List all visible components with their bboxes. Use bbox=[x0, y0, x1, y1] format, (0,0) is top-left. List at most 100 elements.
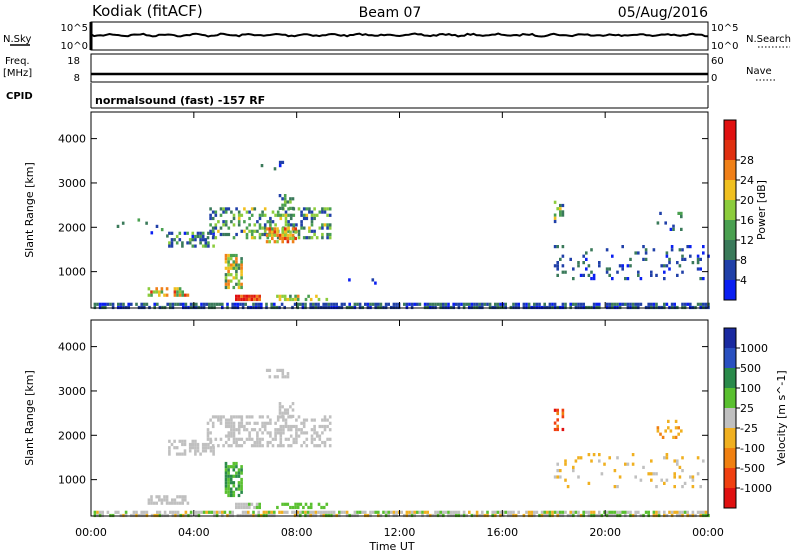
echo-cell bbox=[297, 236, 301, 240]
echo-cell bbox=[501, 302, 505, 306]
echo-cell bbox=[283, 408, 287, 412]
echo-cell bbox=[305, 213, 309, 217]
echo-cell bbox=[178, 238, 182, 242]
echo-cell bbox=[235, 257, 238, 261]
echo-cell bbox=[294, 227, 297, 231]
echo-cell bbox=[315, 294, 318, 298]
echo-cell bbox=[160, 290, 164, 294]
echo-cell bbox=[230, 434, 233, 438]
echo-cell bbox=[592, 510, 596, 514]
echo-cell bbox=[322, 505, 326, 510]
echo-cell bbox=[321, 207, 324, 211]
echo-cell bbox=[271, 227, 274, 231]
echo-cell bbox=[457, 510, 461, 514]
echo-cell bbox=[201, 446, 205, 450]
echo-cell bbox=[704, 302, 708, 306]
echo-cell bbox=[310, 434, 314, 438]
echo-cell bbox=[559, 475, 562, 479]
echo-cell bbox=[696, 472, 700, 476]
echo-cell bbox=[217, 415, 220, 419]
echo-cell bbox=[699, 302, 702, 306]
echo-cell bbox=[289, 505, 292, 510]
echo-cell bbox=[300, 431, 303, 435]
echo-cell bbox=[313, 431, 316, 435]
echo-cell bbox=[175, 446, 179, 450]
echo-cell bbox=[613, 302, 617, 306]
echo-cell bbox=[660, 478, 663, 482]
echo-cell bbox=[235, 415, 238, 419]
echo-cell bbox=[309, 510, 312, 514]
echo-cell bbox=[234, 302, 237, 306]
echo-cell bbox=[296, 502, 300, 506]
echo-cell bbox=[598, 302, 601, 306]
echo-cell bbox=[240, 415, 244, 419]
echo-cell bbox=[281, 236, 284, 241]
echo-cell bbox=[158, 510, 162, 514]
echo-cell bbox=[295, 424, 298, 429]
echo-cell bbox=[256, 444, 259, 448]
echo-cell bbox=[219, 232, 223, 237]
echo-cell bbox=[676, 510, 679, 514]
echo-cell bbox=[426, 510, 429, 514]
echo-cell bbox=[488, 302, 492, 306]
echo-cell bbox=[663, 510, 666, 514]
echo-cell bbox=[556, 510, 559, 514]
echo-cell bbox=[245, 226, 249, 230]
echo-cell bbox=[263, 424, 267, 429]
echo-cell bbox=[294, 502, 297, 506]
echo-cell bbox=[227, 263, 230, 267]
echo-cell bbox=[230, 444, 233, 448]
echo-cell bbox=[678, 264, 682, 268]
echo-cell bbox=[268, 240, 271, 244]
echo-cell bbox=[250, 213, 254, 217]
echo-cell bbox=[263, 232, 267, 237]
echo-cell bbox=[429, 302, 432, 306]
echo-cell bbox=[592, 302, 596, 306]
echo-cell bbox=[260, 302, 263, 306]
echo-cell bbox=[196, 442, 200, 447]
echo-cell bbox=[188, 238, 192, 242]
echo-cell bbox=[676, 273, 679, 277]
echo-cell bbox=[543, 510, 546, 514]
colorbar-tick-label: -1000 bbox=[740, 482, 772, 495]
echo-cell bbox=[256, 229, 259, 233]
echo-cell bbox=[289, 428, 293, 432]
echo-cell bbox=[250, 444, 254, 448]
echo-cell bbox=[379, 302, 383, 306]
echo-cell bbox=[673, 472, 676, 476]
echo-cell bbox=[353, 302, 357, 306]
echo-cell bbox=[235, 440, 238, 445]
echo-cell bbox=[291, 510, 294, 514]
echo-cell bbox=[462, 302, 466, 306]
nsky-tick-bottom: 10^0 bbox=[61, 41, 88, 52]
echo-cell bbox=[245, 297, 248, 302]
echo-cell bbox=[168, 244, 171, 248]
echo-cell bbox=[639, 277, 643, 281]
echo-cell bbox=[281, 160, 285, 164]
echo-cell bbox=[553, 216, 557, 220]
echo-cell bbox=[278, 160, 282, 164]
echo-cell bbox=[507, 510, 510, 514]
echo-cell bbox=[240, 487, 243, 491]
echo-cell bbox=[608, 302, 611, 306]
echo-cell bbox=[598, 264, 601, 268]
echo-cell bbox=[284, 220, 288, 224]
echo-cell bbox=[278, 236, 282, 241]
echo-cell bbox=[317, 510, 320, 514]
echo-cell bbox=[556, 469, 559, 473]
echo-cell bbox=[577, 475, 580, 479]
colorbar-segment bbox=[724, 200, 736, 221]
echo-cell bbox=[626, 510, 630, 514]
echo-cell bbox=[328, 213, 332, 217]
echo-cell bbox=[413, 510, 416, 514]
echo-cell bbox=[613, 485, 617, 489]
echo-cell bbox=[178, 287, 182, 291]
echo-cell bbox=[313, 213, 316, 217]
echo-cell bbox=[681, 302, 684, 306]
echo-cell bbox=[250, 207, 254, 211]
echo-cell bbox=[250, 232, 254, 237]
echo-cell bbox=[302, 421, 306, 425]
echo-cell bbox=[608, 510, 611, 514]
